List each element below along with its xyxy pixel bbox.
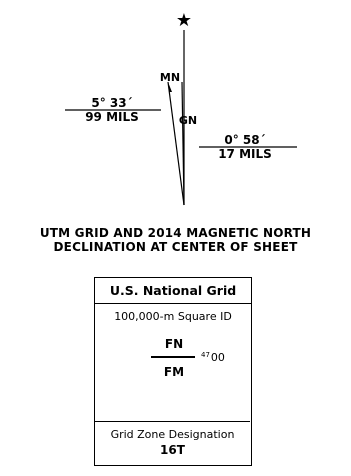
grid-north-line: [181, 81, 185, 206]
declination-diagram: ★ MN GN 5° 33´ 99 MILS 0° 58´ 17 MILS: [65, 10, 297, 206]
star-icon: ★: [176, 10, 192, 31]
grid-box-title: U.S. National Grid: [95, 278, 251, 304]
mn-label: MN: [160, 71, 180, 84]
coordinate-superscript: 47: [201, 351, 210, 359]
grid-zone-value: 16T: [160, 443, 185, 457]
fraction-rule: [151, 356, 195, 358]
square-id-top: FN: [164, 337, 184, 351]
square-id-label: 100,000-m Square ID: [114, 310, 232, 323]
grid-zone-section: Grid Zone Designation 16T: [95, 421, 250, 457]
grid-angle-label: 0° 58´: [224, 133, 265, 147]
grid-zone-label: Grid Zone Designation: [110, 428, 235, 441]
coordinate-main: 00: [210, 351, 225, 364]
grid-coordinate: 4700: [201, 351, 225, 364]
caption-line-2: DECLINATION AT CENTER OF SHEET: [53, 240, 298, 254]
magnetic-north-line: [167, 81, 185, 206]
grid-mils-label: 17 MILS: [218, 147, 272, 161]
caption-line-1: UTM GRID AND 2014 MAGNETIC NORTH: [39, 226, 312, 240]
magnetic-angle-label: 5° 33´: [91, 96, 132, 110]
square-id-fraction: FN FM 4700: [95, 323, 251, 423]
gn-label: GN: [179, 114, 197, 127]
square-id-bottom: FM: [163, 365, 185, 379]
national-grid-box: U.S. National Grid 100,000-m Square ID F…: [94, 277, 252, 466]
magnetic-mils-label: 99 MILS: [85, 110, 139, 124]
magnetic-north-arrow: [168, 82, 172, 92]
